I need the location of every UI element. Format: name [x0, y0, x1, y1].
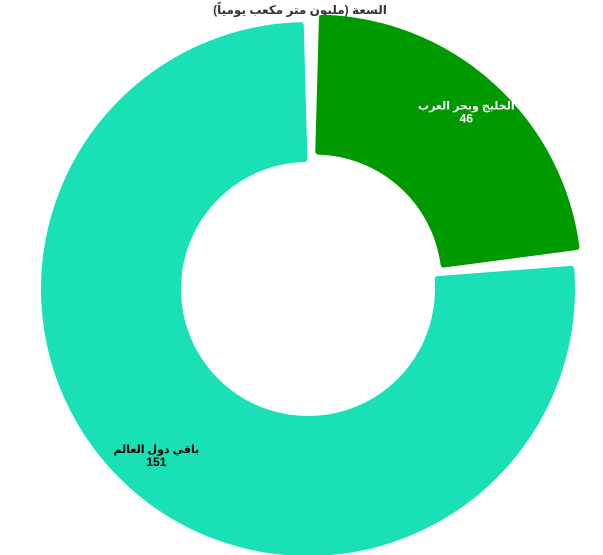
slice-value-1: 46: [460, 111, 474, 125]
slice-label-2: باقي دول العالم: [113, 444, 199, 456]
slices-group: [41, 14, 580, 555]
pie-slice-1: [315, 14, 580, 268]
slice-label-1: الخليج وبحر العرب: [418, 100, 515, 112]
chart-title: السعة (مليون متر مكعب يومياً): [213, 1, 387, 18]
pie-slice-2: [41, 22, 575, 555]
slice-value-2: 151: [146, 455, 166, 469]
